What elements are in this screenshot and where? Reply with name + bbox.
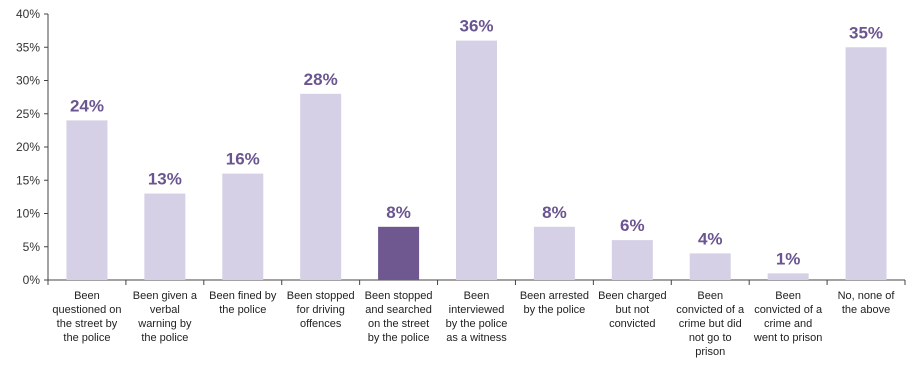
data-label: 24% xyxy=(70,96,104,115)
x-category-label-line: Been xyxy=(464,290,490,302)
x-category-label-line: Been stopped xyxy=(365,290,433,302)
y-tick-label: 30% xyxy=(16,74,40,88)
x-category-label-line: went to prison xyxy=(753,332,822,344)
x-category-label-line: for driving xyxy=(297,304,345,316)
data-label: 35% xyxy=(849,23,883,42)
x-category-label-line: Been fined by xyxy=(209,290,277,302)
x-category-label-line: Been stopped xyxy=(287,290,355,302)
x-category-label: Been questioned on the street by the police xyxy=(52,290,121,344)
data-label: 16% xyxy=(226,150,260,169)
x-category-label: Been stopped and searched on the street by … xyxy=(365,290,433,344)
x-category-label-line: prison xyxy=(695,346,725,358)
x-category-label-line: convicted xyxy=(609,318,655,330)
bar xyxy=(767,273,809,280)
bar xyxy=(300,93,342,280)
y-tick-label: 15% xyxy=(16,173,40,187)
bar xyxy=(378,226,420,280)
x-category-label-line: the street by xyxy=(57,318,118,330)
x-category-label-line: questioned on xyxy=(52,304,121,316)
x-category-label-line: but not xyxy=(615,304,649,316)
x-category-label-line: the police xyxy=(63,332,110,344)
y-tick-label: 10% xyxy=(16,207,40,221)
x-category-label-line: Been xyxy=(697,290,723,302)
y-tick-label: 25% xyxy=(16,107,40,121)
y-tick-label: 20% xyxy=(16,140,40,154)
x-category-label: Been interviewed by the police as a witness xyxy=(446,290,508,344)
data-label: 6% xyxy=(620,216,645,235)
x-category-label-line: by the police xyxy=(446,318,508,330)
y-tick-label: 40% xyxy=(16,7,40,21)
x-category-label-line: Been xyxy=(74,290,100,302)
x-category-label-line: Been given a xyxy=(133,290,198,302)
x-category-label-line: verbal xyxy=(150,304,180,316)
x-category-label-line: on the street xyxy=(368,318,429,330)
x-category-label-line: No, none of xyxy=(838,290,896,302)
data-label: 13% xyxy=(148,170,182,189)
bar xyxy=(689,253,731,280)
x-category-label-line: convicted of a xyxy=(754,304,823,316)
x-category-label-line: the police xyxy=(141,332,188,344)
x-category-label-line: crime but did xyxy=(679,318,742,330)
data-label: 1% xyxy=(776,249,801,268)
x-category-label: Been arrested by the police xyxy=(520,290,589,316)
x-category-label-line: not go to xyxy=(689,332,732,344)
x-category-label-line: Been charged xyxy=(598,290,667,302)
x-category-label: Been fined by the police xyxy=(209,290,277,316)
x-category-label-line: crime and xyxy=(764,318,812,330)
x-category-label-line: the police xyxy=(219,304,266,316)
bar xyxy=(533,226,575,280)
y-tick-label: 0% xyxy=(23,273,41,287)
data-label: 8% xyxy=(386,203,411,222)
x-category-label: Been stopped for driving offences xyxy=(287,290,355,330)
x-category-label-line: by the police xyxy=(368,332,430,344)
x-category-label: Been convicted of a crime and went to priso… xyxy=(753,290,823,344)
y-tick-label: 5% xyxy=(23,240,41,254)
data-label: 8% xyxy=(542,203,567,222)
x-category-label-line: interviewed xyxy=(449,304,505,316)
data-label: 36% xyxy=(459,17,493,36)
x-category-label: Been charged but not convicted xyxy=(598,290,667,330)
x-category-label-line: Been arrested xyxy=(520,290,589,302)
bar xyxy=(66,120,108,281)
bar xyxy=(222,173,264,280)
x-category-label-line: by the police xyxy=(524,304,586,316)
x-category-label-line: Been xyxy=(775,290,801,302)
bar xyxy=(456,40,497,280)
x-category-label-line: the above xyxy=(842,304,890,316)
x-category-label: Been convicted of a crime but did not go to… xyxy=(676,290,745,358)
bar xyxy=(144,193,186,280)
x-category-label: No, none of the above xyxy=(838,290,896,316)
data-label: 4% xyxy=(698,229,723,248)
x-category-label-line: offences xyxy=(300,318,342,330)
x-category-label-line: and searched xyxy=(365,304,432,316)
data-label: 28% xyxy=(304,70,338,89)
bar xyxy=(845,47,887,280)
x-category-label-line: as a witness xyxy=(446,332,507,344)
bar xyxy=(611,240,653,280)
x-category-label-line: convicted of a xyxy=(676,304,745,316)
y-tick-label: 35% xyxy=(16,40,40,54)
x-category-label-line: warning by xyxy=(137,318,192,330)
x-category-label: Been given a verbal warning by the police xyxy=(133,290,198,344)
